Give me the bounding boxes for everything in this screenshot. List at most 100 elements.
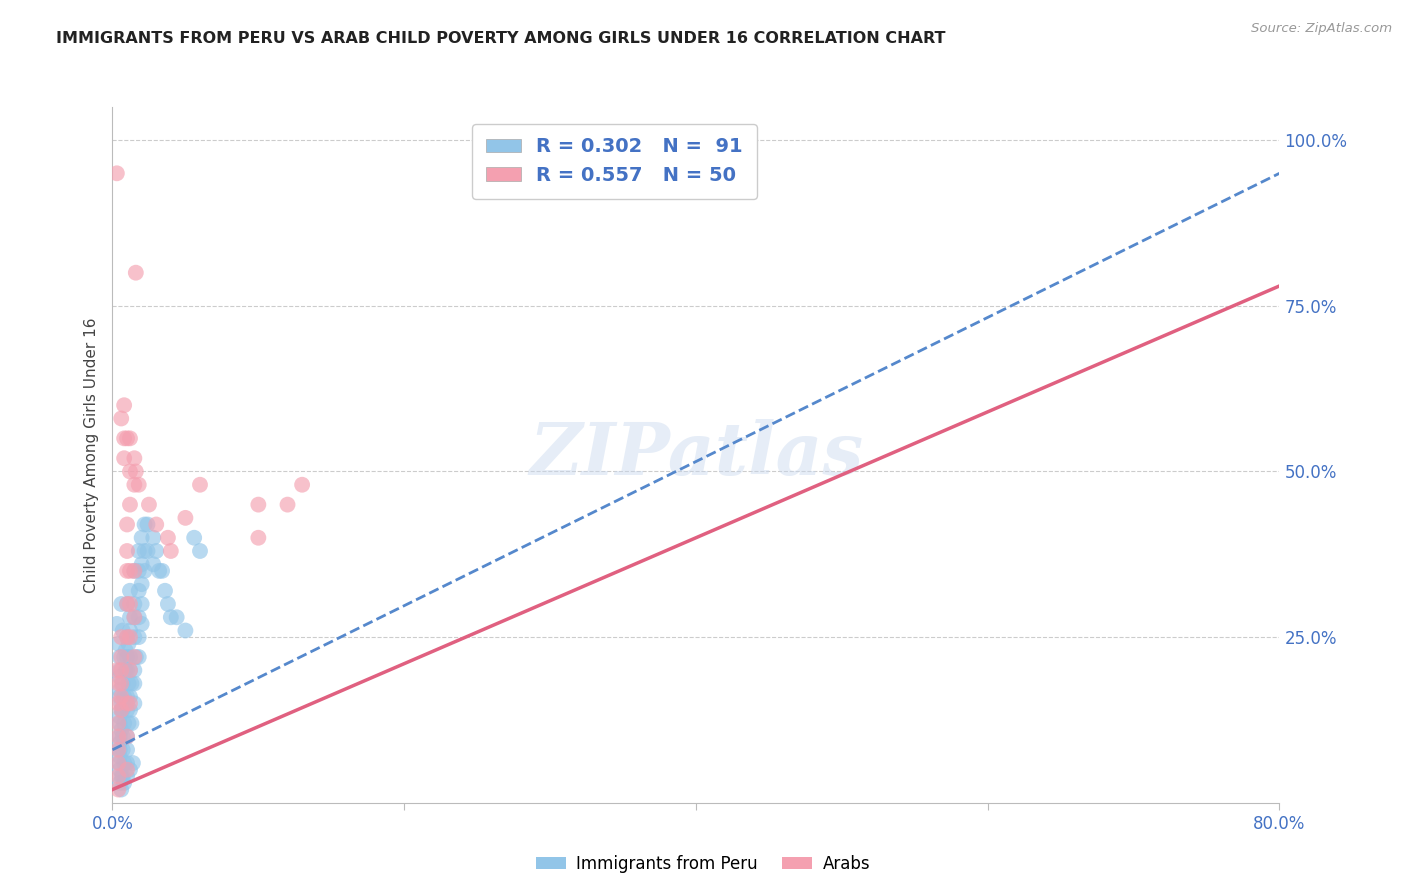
- Point: [145, 517, 167, 532]
- Point: [134, 517, 156, 532]
- Point: [118, 697, 141, 711]
- Point: [125, 650, 148, 665]
- Point: [174, 511, 197, 525]
- Point: [125, 465, 148, 479]
- Point: [115, 597, 138, 611]
- Point: [166, 610, 188, 624]
- Point: [108, 763, 131, 777]
- Point: [112, 650, 135, 665]
- Point: [124, 650, 146, 665]
- Point: [108, 716, 131, 731]
- Point: [115, 630, 138, 644]
- Point: [128, 564, 150, 578]
- Point: [108, 736, 131, 750]
- Point: [124, 697, 146, 711]
- Point: [291, 477, 314, 491]
- Point: [136, 544, 159, 558]
- Point: [115, 564, 138, 578]
- Point: [117, 676, 139, 690]
- Point: [110, 597, 132, 611]
- Point: [138, 498, 160, 512]
- Point: [112, 451, 135, 466]
- Point: [107, 756, 129, 770]
- Point: [117, 716, 139, 731]
- Point: [110, 630, 132, 644]
- Point: [124, 564, 146, 578]
- Point: [128, 630, 150, 644]
- Point: [108, 743, 131, 757]
- Point: [110, 703, 132, 717]
- Point: [108, 776, 131, 790]
- Point: [118, 703, 141, 717]
- Point: [124, 676, 146, 690]
- Point: [124, 630, 146, 644]
- Point: [128, 477, 150, 491]
- Point: [105, 616, 128, 631]
- Point: [124, 451, 146, 466]
- Point: [131, 616, 153, 631]
- Point: [134, 564, 156, 578]
- Point: [111, 730, 134, 744]
- Point: [114, 663, 136, 677]
- Point: [112, 716, 135, 731]
- Point: [118, 465, 141, 479]
- Point: [118, 650, 141, 665]
- Point: [124, 663, 146, 677]
- Point: [115, 690, 138, 704]
- Point: [156, 531, 179, 545]
- Point: [128, 650, 150, 665]
- Point: [124, 610, 146, 624]
- Point: [118, 597, 141, 611]
- Point: [112, 690, 135, 704]
- Point: [110, 697, 132, 711]
- Point: [118, 663, 141, 677]
- Point: [125, 266, 148, 280]
- Point: [247, 498, 270, 512]
- Point: [110, 650, 132, 665]
- Point: [115, 769, 138, 783]
- Point: [124, 597, 146, 611]
- Point: [118, 583, 141, 598]
- Point: [108, 650, 131, 665]
- Text: IMMIGRANTS FROM PERU VS ARAB CHILD POVERTY AMONG GIRLS UNDER 16 CORRELATION CHAR: IMMIGRANTS FROM PERU VS ARAB CHILD POVER…: [56, 31, 946, 46]
- Point: [122, 756, 145, 770]
- Legend: Immigrants from Peru, Arabs: Immigrants from Peru, Arabs: [529, 848, 877, 880]
- Point: [150, 564, 173, 578]
- Point: [118, 763, 141, 777]
- Point: [120, 716, 142, 731]
- Legend: R = 0.302   N =  91, R = 0.557   N = 50: R = 0.302 N = 91, R = 0.557 N = 50: [472, 124, 756, 199]
- Point: [118, 564, 141, 578]
- Point: [131, 558, 153, 572]
- Point: [160, 544, 183, 558]
- Point: [188, 544, 211, 558]
- Point: [156, 597, 179, 611]
- Text: ZIPatlas: ZIPatlas: [529, 419, 863, 491]
- Point: [107, 637, 129, 651]
- Point: [108, 709, 131, 723]
- Point: [111, 676, 134, 690]
- Point: [110, 769, 132, 783]
- Point: [115, 431, 138, 445]
- Point: [128, 544, 150, 558]
- Point: [108, 730, 131, 744]
- Point: [131, 531, 153, 545]
- Point: [118, 498, 141, 512]
- Text: Source: ZipAtlas.com: Source: ZipAtlas.com: [1251, 22, 1392, 36]
- Point: [111, 769, 134, 783]
- Point: [115, 597, 138, 611]
- Point: [124, 477, 146, 491]
- Point: [115, 730, 138, 744]
- Point: [183, 531, 205, 545]
- Point: [115, 703, 138, 717]
- Point: [120, 676, 142, 690]
- Point: [118, 690, 141, 704]
- Point: [112, 756, 135, 770]
- Point: [115, 650, 138, 665]
- Point: [105, 663, 128, 677]
- Point: [247, 531, 270, 545]
- Point: [107, 743, 129, 757]
- Point: [118, 624, 141, 638]
- Point: [174, 624, 197, 638]
- Point: [115, 756, 138, 770]
- Point: [128, 610, 150, 624]
